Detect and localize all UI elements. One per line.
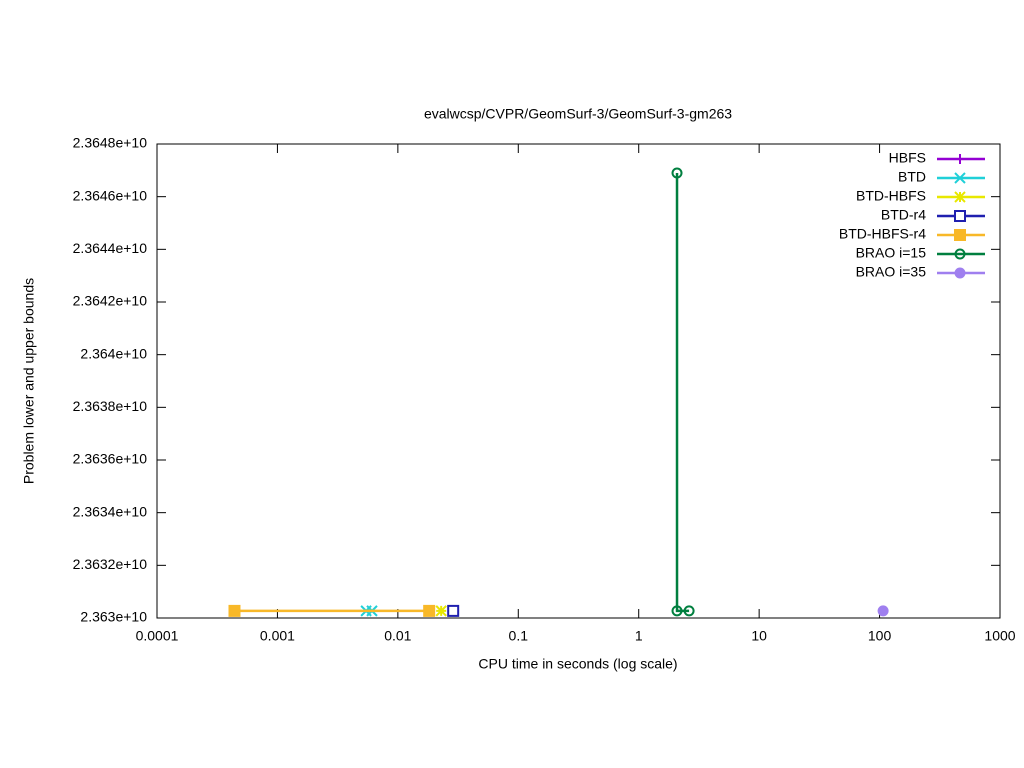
marker — [671, 167, 683, 179]
legend-label: BTD-HBFS — [856, 188, 926, 204]
legend-marker — [954, 172, 966, 184]
marker — [671, 605, 683, 617]
x-tick-label: 0.001 — [260, 628, 295, 644]
y-tick-label: 2.3636e+10 — [73, 451, 148, 467]
x-tick-label: 1000 — [984, 628, 1015, 644]
legend-label: BTD — [898, 169, 926, 185]
legend-label: BTD-r4 — [881, 207, 926, 223]
y-tick-label: 2.364e+10 — [80, 345, 147, 361]
legend-label: HBFS — [889, 150, 926, 166]
y-tick-label: 2.3634e+10 — [73, 503, 148, 519]
legend-marker — [955, 154, 965, 164]
legend-marker — [954, 248, 966, 260]
chart-title: evalwcsp/CVPR/GeomSurf-3/GeomSurf-3-gm26… — [424, 106, 732, 122]
y-tick-label: 2.3644e+10 — [73, 240, 148, 256]
legend-marker — [954, 210, 966, 222]
legend-label: BRAO i=15 — [856, 245, 927, 261]
legend-marker — [954, 229, 966, 241]
legend-marker — [954, 267, 966, 279]
x-tick-label: 0.1 — [509, 628, 529, 644]
marker — [228, 604, 241, 617]
x-tick-label: 0.01 — [384, 628, 411, 644]
legend-label: BRAO i=35 — [856, 264, 927, 280]
y-tick-label: 2.363e+10 — [80, 609, 147, 625]
marker — [683, 605, 695, 617]
y-tick-label: 2.3648e+10 — [73, 135, 148, 151]
x-tick-label: 0.0001 — [136, 628, 179, 644]
marker — [435, 605, 447, 617]
x-tick-label: 100 — [868, 628, 892, 644]
y-tick-label: 2.3632e+10 — [73, 556, 148, 572]
y-tick-label: 2.3638e+10 — [73, 398, 148, 414]
y-axis-label: Problem lower and upper bounds — [21, 278, 37, 484]
x-tick-label: 1 — [635, 628, 643, 644]
marker — [877, 605, 889, 617]
legend-label: BTD-HBFS-r4 — [839, 226, 926, 242]
marker — [447, 604, 460, 617]
plot-frame — [156, 143, 1001, 619]
marker — [423, 604, 436, 617]
y-tick-label: 2.3642e+10 — [73, 293, 148, 309]
y-tick-label: 2.3646e+10 — [73, 187, 148, 203]
legend-marker — [954, 191, 966, 203]
x-axis-label: CPU time in seconds (log scale) — [478, 656, 677, 672]
x-tick-label: 10 — [751, 628, 767, 644]
